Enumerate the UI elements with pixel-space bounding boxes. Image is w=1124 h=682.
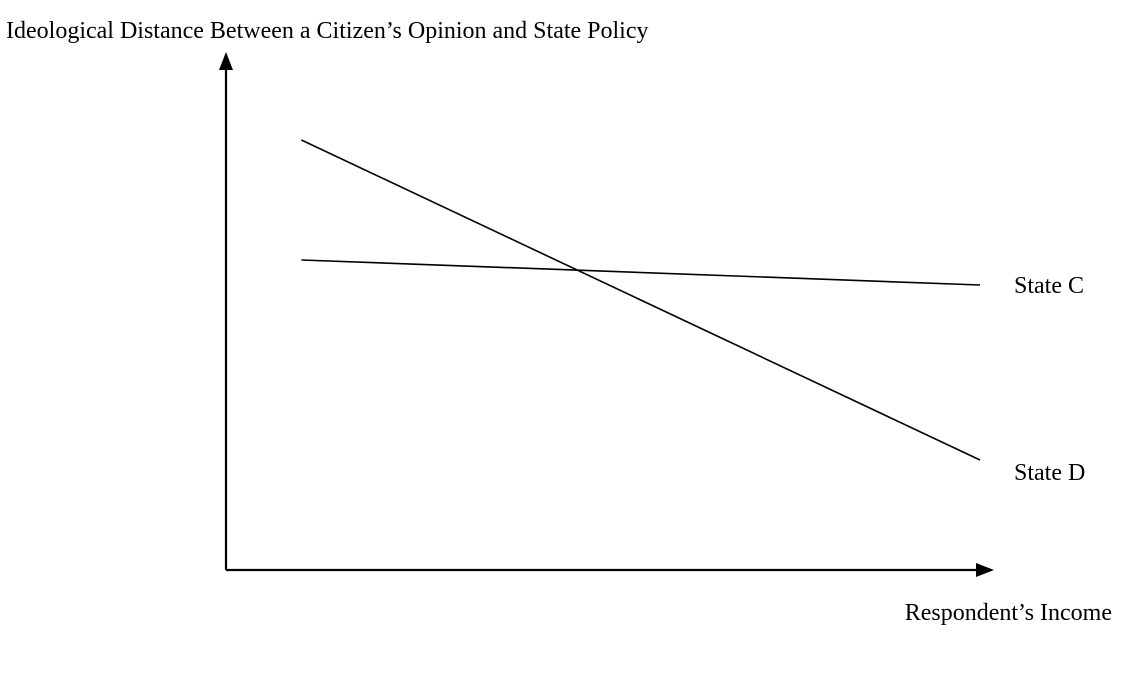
series-line-state-c — [301, 259, 981, 286]
series-group: State C State D — [301, 139, 1085, 486]
y-axis-arrow — [219, 52, 233, 70]
series-line-state-d — [301, 139, 981, 461]
x-axis-label: Respondent’s Income — [905, 600, 1112, 626]
y-axis-label: Ideological Distance Between a Citizen’s… — [6, 18, 649, 44]
series-label-state-d: State D — [1014, 460, 1085, 486]
series-label-state-c: State C — [1014, 273, 1084, 299]
x-axis-arrow — [976, 563, 994, 577]
